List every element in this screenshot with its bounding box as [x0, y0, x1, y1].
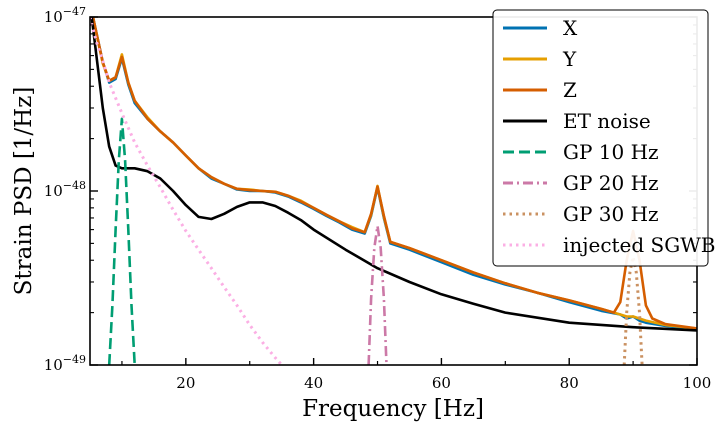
x-tick-label: 100 — [683, 374, 712, 392]
y-tick-label: 10−47 — [44, 5, 86, 26]
x-tick-label: 20 — [176, 374, 195, 392]
legend-box — [492, 9, 709, 267]
x-axis-title: Frequency [Hz] — [302, 396, 484, 422]
series-line-injected-sgwb — [90, 17, 283, 365]
x-tick-label: 80 — [560, 374, 579, 392]
series-line-et-noise — [90, 17, 697, 332]
legend-label-gp-20-hz: GP 20 Hz — [563, 171, 659, 195]
legend-label-injected-sgwb: injected SGWB — [563, 233, 715, 257]
legend-label-y: Y — [562, 47, 577, 71]
y-axis-title: Strain PSD [1/Hz] — [11, 87, 37, 296]
legend-label-z: Z — [563, 78, 577, 102]
y-tick-label: 10−49 — [44, 353, 86, 374]
legend-label-et-noise: ET noise — [563, 109, 651, 133]
y-tick-label: 10−48 — [44, 179, 86, 200]
series-layer — [90, 17, 697, 365]
legend-label-gp-30-hz: GP 30 Hz — [563, 202, 659, 226]
series-line-gp-20-hz — [367, 224, 388, 365]
ticks-layer: 20 40 60 80 100 10−49 10−48 10−47 — [44, 5, 712, 392]
x-tick-label: 60 — [432, 374, 451, 392]
legend: XYZ ET noise GP 10 Hz GP 20 Hz GP 30 Hz injec… — [492, 9, 715, 267]
series-line-gp-10-hz — [107, 117, 136, 365]
x-tick-label: 40 — [304, 374, 323, 392]
legend-label-x: X — [563, 16, 578, 40]
series-line-z — [91, 17, 697, 330]
series-line-gp-30-hz — [622, 255, 644, 365]
legend-label-gp-10-hz: GP 10 Hz — [563, 140, 659, 164]
